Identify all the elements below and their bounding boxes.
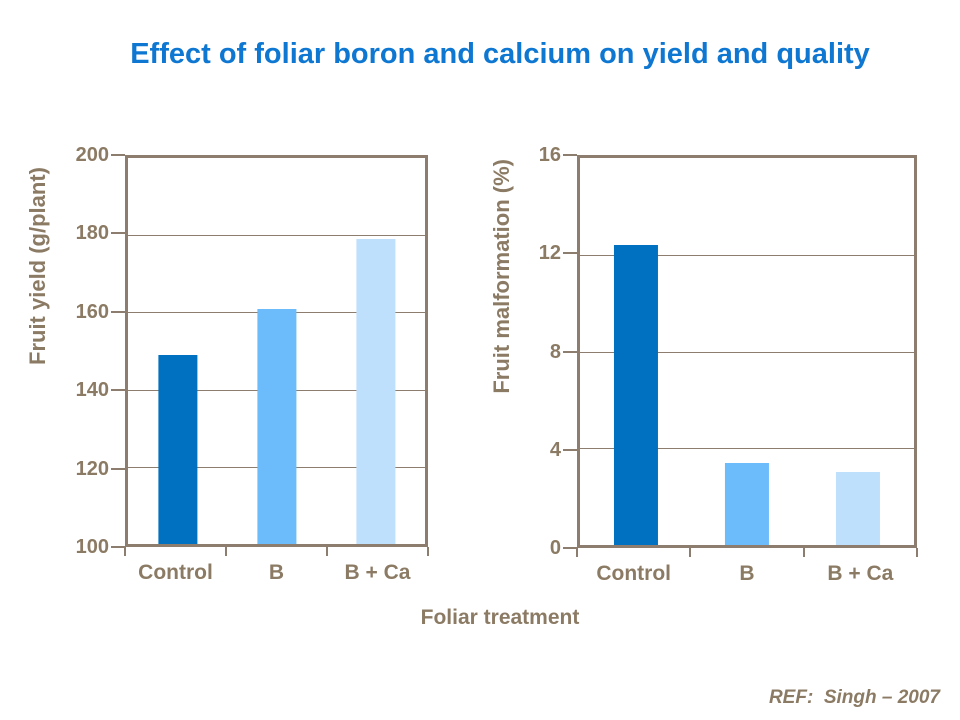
x-category-label: B + Ca <box>827 562 894 585</box>
y-tick-mark <box>111 467 125 470</box>
gridline <box>128 235 425 237</box>
bar-b <box>256 308 297 544</box>
gridline <box>580 448 914 450</box>
y-tick-label: 180 <box>75 222 109 245</box>
reference-text: REF: Singh – 2007 <box>768 687 940 708</box>
plot-area <box>125 155 428 547</box>
y-tick-label: 0 <box>549 537 561 559</box>
y-tick-mark <box>111 389 125 392</box>
fruit-malformation-chart: Fruit malformation (%) 0 4 8 12 16 Control B B … <box>489 145 918 585</box>
y-tick-label: 8 <box>549 340 561 363</box>
slide-title: Effect of foliar boron and calcium on yi… <box>130 38 870 70</box>
bar-b <box>724 462 770 545</box>
x-tick-mark <box>916 548 918 557</box>
y-tick-label: 160 <box>75 300 109 323</box>
x-category-label: B <box>268 561 285 584</box>
y-tick-label: 120 <box>75 457 109 480</box>
y-tick-mark <box>563 154 577 156</box>
x-category-label: Control <box>596 562 671 585</box>
gridline <box>580 351 914 353</box>
x-axis-title: Foliar treatment <box>420 606 580 629</box>
x-tick-mark <box>802 548 805 557</box>
y-tick-mark <box>563 252 577 255</box>
y-tick-mark <box>563 350 577 353</box>
x-category-label: B <box>739 562 755 585</box>
y-tick-label: 100 <box>75 536 109 558</box>
fruit-yield-chart: Fruit yield (g/plant) 100 120 140 160 180 200… <box>25 145 429 584</box>
y-axis-title: Fruit yield (g/plant) <box>25 167 50 365</box>
x-tick-mark <box>124 547 126 556</box>
bar-control <box>613 245 658 545</box>
gridline <box>580 254 914 256</box>
y-tick-mark <box>563 547 577 549</box>
y-tick-label: 140 <box>75 379 109 402</box>
x-tick-mark <box>576 548 578 557</box>
x-tick-mark <box>689 548 692 557</box>
x-tick-mark <box>225 547 227 556</box>
y-tick-mark <box>111 154 125 156</box>
x-category-label: B + Ca <box>344 561 411 584</box>
bar-control <box>157 354 198 544</box>
x-category-label: Control <box>138 561 213 584</box>
y-tick-mark <box>111 310 125 313</box>
bar-b-ca <box>355 239 396 544</box>
x-tick-mark <box>427 547 429 556</box>
x-tick-mark <box>326 547 328 556</box>
y-tick-label: 4 <box>549 438 561 461</box>
plot-area <box>577 155 917 548</box>
y-tick-label: 200 <box>75 144 109 166</box>
y-tick-mark <box>111 232 125 235</box>
y-tick-mark <box>111 546 125 548</box>
bar-b-ca <box>836 472 881 545</box>
y-tick-label: 12 <box>538 242 561 265</box>
y-tick-label: 16 <box>538 144 561 166</box>
y-tick-mark <box>563 448 577 451</box>
